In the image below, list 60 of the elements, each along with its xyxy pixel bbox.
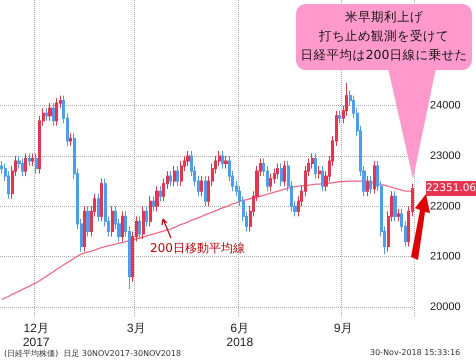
candlestick [173, 166, 176, 187]
candlestick [69, 132, 72, 146]
candlestick [111, 206, 114, 237]
text: (日経平均株価) 日足 30NOV2017-30NOV2018 [4, 348, 182, 359]
y-tick-label: 22000 [430, 200, 461, 212]
candlestick [397, 208, 400, 222]
candlestick [318, 166, 321, 180]
candlestick [83, 206, 86, 252]
candlestick [321, 166, 324, 192]
candlestick [314, 152, 317, 180]
candlestick [55, 98, 58, 126]
line-series [1, 180, 413, 300]
text: 22351.06 [426, 181, 476, 196]
text: 30-Nov-2018 15:33:16 [370, 348, 460, 357]
candlestick [100, 178, 103, 222]
candlestick [45, 108, 48, 122]
candlestick [276, 163, 279, 180]
candlestick [159, 186, 162, 202]
candlestick [369, 176, 372, 194]
candlestick [200, 176, 203, 197]
candlestick [204, 176, 207, 207]
candlestick [186, 150, 190, 167]
candlestick [169, 170, 172, 187]
x-tick-label: 6月 2018 [226, 321, 254, 349]
candlestick [48, 102, 52, 122]
y-tick-label: 23000 [430, 150, 461, 162]
y-tick-label: 20000 [430, 300, 461, 313]
candlestick [393, 190, 397, 222]
candlestick [280, 163, 283, 187]
candlestick [149, 196, 152, 227]
candlestick [31, 152, 34, 167]
candlestick [366, 176, 369, 197]
candlestick [24, 152, 27, 177]
candlestick [86, 206, 90, 237]
candlestick [221, 150, 224, 170]
series-label: 200日移動平均線 [150, 240, 245, 257]
annotation: 日経平均は200日線に乗せた [300, 46, 468, 64]
candlestick [224, 155, 228, 170]
candlestick [145, 206, 148, 227]
annotation: 打ち止め観測を受けて [318, 27, 450, 45]
candlestick [152, 196, 155, 212]
candlestick [176, 166, 179, 187]
x-tick-label: 3月 [126, 321, 146, 335]
candlestick [138, 216, 141, 240]
candlestick [35, 152, 38, 174]
annotation: 米早期利上げ [344, 8, 424, 26]
candlestick [338, 110, 341, 124]
candlestick [21, 158, 24, 177]
candlestick [283, 160, 286, 187]
candlestick [373, 160, 376, 194]
candlestick [155, 186, 159, 212]
candlestick [142, 206, 145, 240]
candlestick [52, 102, 55, 126]
candlestick [97, 193, 100, 222]
x-tick-label: 9月 [334, 321, 353, 335]
y-tick-label: 24000 [430, 100, 461, 112]
y-tick-label: 21000 [430, 250, 461, 263]
x-tick-label: 12月 2017 [22, 321, 50, 349]
candlestick [121, 210, 124, 242]
candlestick [28, 152, 31, 167]
